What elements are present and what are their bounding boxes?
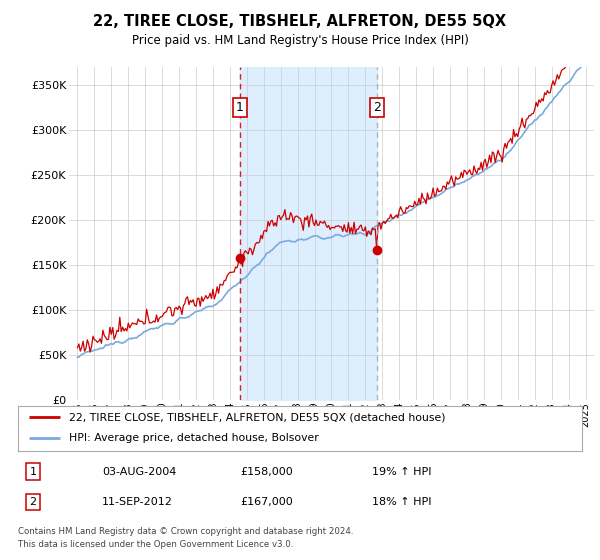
Text: 2: 2 — [373, 101, 381, 114]
Text: 22, TIREE CLOSE, TIBSHELF, ALFRETON, DE55 5QX (detached house): 22, TIREE CLOSE, TIBSHELF, ALFRETON, DE5… — [69, 412, 445, 422]
Text: 1: 1 — [236, 101, 244, 114]
Text: £167,000: £167,000 — [240, 497, 293, 507]
Text: This data is licensed under the Open Government Licence v3.0.: This data is licensed under the Open Gov… — [18, 540, 293, 549]
Text: Price paid vs. HM Land Registry's House Price Index (HPI): Price paid vs. HM Land Registry's House … — [131, 34, 469, 46]
Text: 03-AUG-2004: 03-AUG-2004 — [102, 466, 176, 477]
Text: 22, TIREE CLOSE, TIBSHELF, ALFRETON, DE55 5QX: 22, TIREE CLOSE, TIBSHELF, ALFRETON, DE5… — [94, 14, 506, 29]
Text: 18% ↑ HPI: 18% ↑ HPI — [372, 497, 431, 507]
Text: Contains HM Land Registry data © Crown copyright and database right 2024.: Contains HM Land Registry data © Crown c… — [18, 528, 353, 536]
Text: £158,000: £158,000 — [240, 466, 293, 477]
Text: 1: 1 — [29, 466, 37, 477]
Text: 11-SEP-2012: 11-SEP-2012 — [102, 497, 173, 507]
Text: 19% ↑ HPI: 19% ↑ HPI — [372, 466, 431, 477]
Text: HPI: Average price, detached house, Bolsover: HPI: Average price, detached house, Bols… — [69, 433, 319, 444]
Text: 2: 2 — [29, 497, 37, 507]
